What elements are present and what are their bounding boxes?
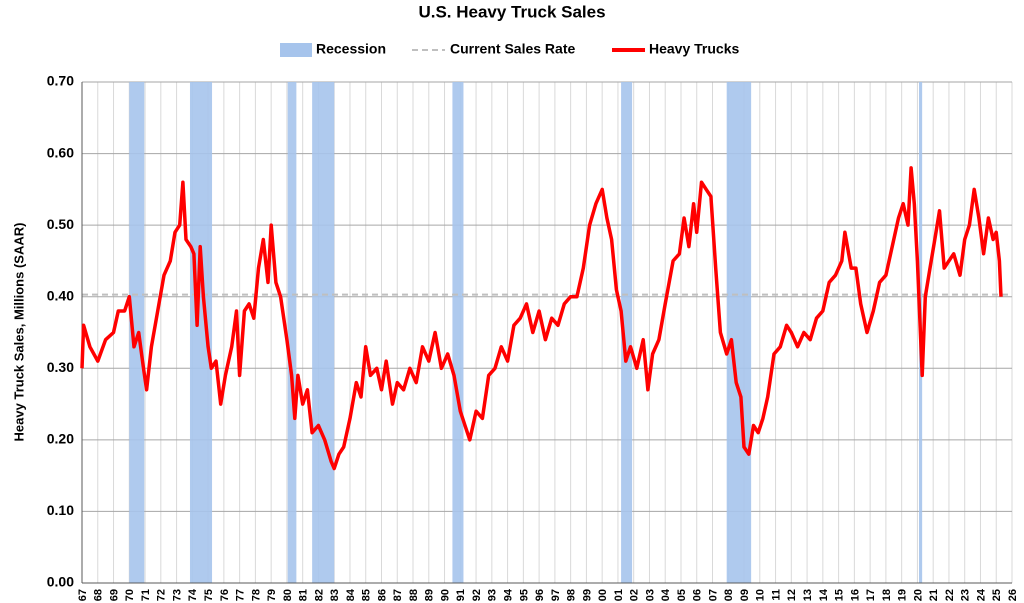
x-tick-label: 67: [77, 589, 89, 601]
x-tick-label: 16: [849, 589, 861, 601]
x-tick-label: 07: [707, 589, 719, 601]
x-tick-label: 96: [534, 589, 546, 601]
x-tick-label: 17: [865, 589, 877, 601]
x-tick-label: 85: [361, 589, 373, 601]
x-tick-label: 22: [944, 589, 956, 601]
x-tick-label: 80: [282, 589, 294, 601]
chart-title: U.S. Heavy Truck Sales: [418, 2, 605, 21]
x-tick-label: 97: [550, 589, 562, 601]
legend-label: Heavy Trucks: [649, 41, 739, 57]
x-tick-label: 14: [818, 588, 830, 601]
y-tick-label: 0.40: [47, 287, 74, 303]
x-tick-label: 21: [928, 589, 940, 601]
x-tick-label: 87: [392, 589, 404, 601]
x-tick-label: 24: [975, 588, 987, 601]
recession-band: [726, 82, 752, 583]
x-tick-label: 26: [1007, 589, 1019, 601]
x-tick-label: 20: [912, 589, 924, 601]
x-tick-label: 02: [629, 589, 641, 601]
x-tick-label: 10: [755, 589, 767, 601]
series-line: [80, 166, 1003, 471]
x-tick-label: 08: [723, 589, 735, 601]
x-tick-label: 05: [676, 589, 688, 601]
x-tick-label: 73: [171, 589, 183, 601]
y-tick-label: 0.00: [47, 574, 74, 590]
x-tick-label: 95: [518, 589, 530, 601]
x-tick-label: 83: [329, 589, 341, 601]
recession-band: [621, 82, 633, 583]
x-tick-label: 11: [770, 589, 782, 601]
x-tick-label: 68: [93, 589, 105, 601]
x-tick-label: 98: [566, 589, 578, 601]
x-tick-label: 82: [313, 589, 325, 601]
x-tick-label: 19: [897, 589, 909, 601]
x-tick-label: 15: [834, 589, 846, 601]
x-tick-label: 00: [597, 589, 609, 601]
x-tick-label: 90: [439, 589, 451, 601]
x-tick-label: 99: [581, 589, 593, 601]
x-tick-label: 09: [739, 589, 751, 601]
x-tick-label: 78: [250, 589, 262, 601]
x-tick-label: 13: [802, 589, 814, 601]
x-tick-label: 18: [881, 589, 893, 601]
x-tick-label: 70: [124, 589, 136, 601]
x-tick-label: 01: [613, 589, 625, 601]
x-tick-label: 75: [203, 589, 215, 601]
x-tick-label: 77: [235, 589, 247, 601]
y-tick-label: 0.10: [47, 502, 74, 518]
x-tick-label: 81: [298, 589, 310, 601]
recession-band: [452, 82, 464, 583]
x-tick-label: 06: [692, 589, 704, 601]
x-tick-label: 72: [156, 589, 168, 601]
x-tick-label: 84: [345, 588, 357, 601]
x-tick-label: 74: [187, 588, 199, 601]
x-tick-label: 92: [471, 589, 483, 601]
legend-swatch: [280, 43, 312, 57]
x-tick-label: 93: [487, 589, 499, 601]
y-tick-label: 0.20: [47, 431, 74, 447]
legend-label: Recession: [316, 41, 386, 57]
x-tick-label: 12: [786, 589, 798, 601]
x-tick-label: 88: [408, 589, 420, 601]
recession-band: [189, 82, 213, 583]
x-tick-label: 04: [660, 588, 672, 601]
x-tick-label: 25: [991, 589, 1003, 601]
x-tick-label: 86: [376, 589, 388, 601]
x-tick-label: 91: [455, 589, 467, 601]
x-tick-label: 69: [108, 589, 120, 601]
x-tick-label: 23: [960, 589, 972, 601]
x-tick-label: 76: [219, 589, 231, 601]
recession-band: [287, 82, 297, 583]
y-tick-label: 0.60: [47, 144, 74, 160]
x-tick-label: 03: [644, 589, 656, 601]
x-tick-label: 79: [266, 589, 278, 601]
x-tick-label: 71: [140, 589, 152, 601]
recession-band: [312, 82, 335, 583]
y-axis-label: Heavy Truck Sales, Millions (SAAR): [11, 223, 26, 442]
legend-label: Current Sales Rate: [450, 41, 575, 57]
y-tick-label: 0.70: [47, 73, 74, 89]
x-tick-label: 89: [424, 589, 436, 601]
recession-band: [129, 82, 145, 583]
x-tick-label: 94: [502, 588, 514, 601]
y-tick-label: 0.30: [47, 359, 74, 375]
y-tick-label: 0.50: [47, 216, 74, 232]
